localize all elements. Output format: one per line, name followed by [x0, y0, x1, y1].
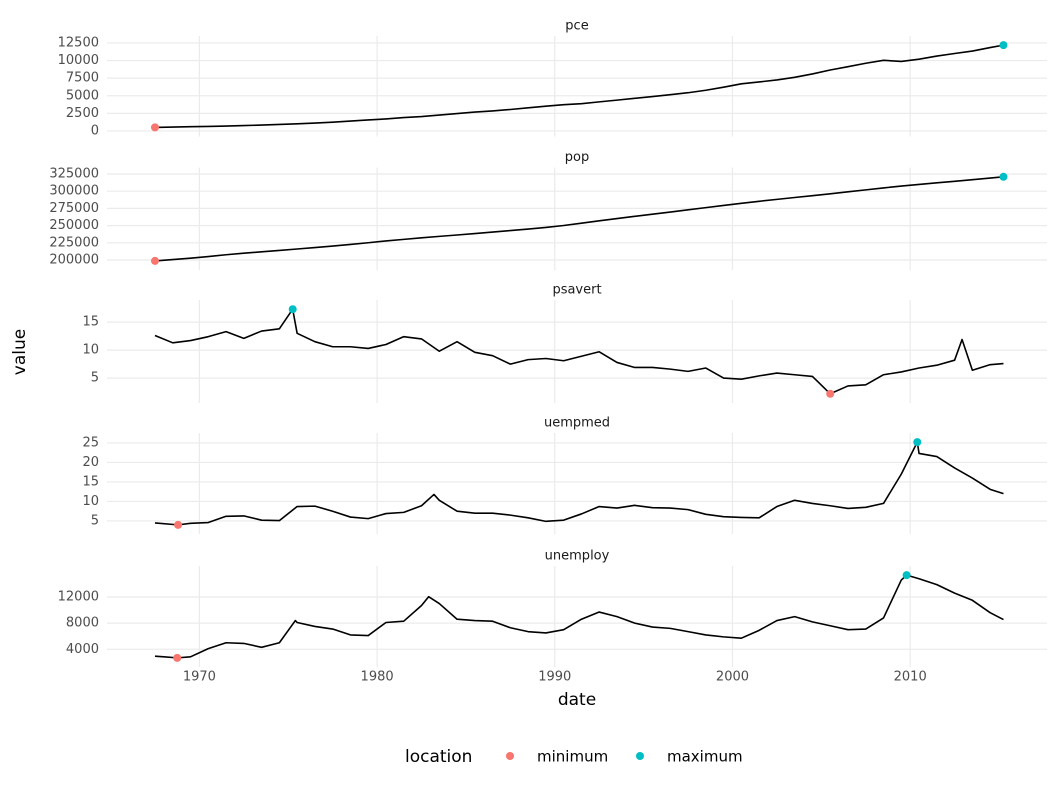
data-line: [154, 308, 1004, 395]
y-tick-label: 12000: [58, 590, 99, 605]
y-tick-label: 10000: [58, 53, 99, 68]
legend-label: minimum: [537, 748, 608, 766]
data-line: [154, 574, 1004, 659]
max-point: [999, 41, 1008, 50]
x-axis-title: date: [558, 690, 596, 710]
legend-key: [506, 752, 514, 760]
data-line: [154, 44, 1004, 129]
min-point: [826, 389, 835, 398]
y-tick-label: 300000: [49, 184, 99, 199]
x-tick-label: 1980: [361, 670, 394, 685]
y-tick-label: 275000: [49, 201, 99, 216]
facet-title: psavert: [552, 283, 601, 298]
y-tick-label: 0: [91, 123, 99, 138]
y-tick-label: 15: [82, 474, 99, 489]
x-tick-label: 2000: [716, 670, 749, 685]
max-point: [913, 438, 922, 447]
y-tick-label: 8000: [66, 616, 99, 631]
max-point: [999, 172, 1008, 181]
y-tick-label: 225000: [49, 235, 99, 250]
legend-key: [636, 752, 644, 760]
min-point: [173, 653, 182, 662]
min-point: [150, 256, 159, 265]
y-axis-title: value: [10, 329, 30, 375]
y-tick-label: 7500: [66, 71, 99, 86]
y-tick-label: 5: [91, 513, 99, 528]
legend-title: location: [405, 747, 472, 767]
y-tick-label: 12500: [58, 35, 99, 50]
x-tick-label: 1970: [183, 670, 216, 685]
data-line: [154, 441, 1004, 526]
y-tick-label: 5000: [66, 88, 99, 103]
facet-title: pop: [565, 150, 589, 165]
min-point: [150, 123, 159, 132]
data-line: [154, 176, 1004, 262]
max-point: [902, 571, 911, 580]
y-tick-label: 5: [91, 371, 99, 386]
facet-title: uempmed: [544, 416, 610, 431]
min-point: [174, 520, 183, 529]
y-tick-label: 15: [82, 315, 99, 330]
x-tick-label: 2010: [894, 670, 927, 685]
y-tick-label: 25: [82, 435, 99, 450]
y-tick-label: 325000: [49, 166, 99, 181]
legend-label: maximum: [667, 748, 743, 766]
y-tick-label: 20: [82, 455, 99, 470]
x-tick-label: 1990: [538, 670, 571, 685]
facet-title: pce: [565, 19, 588, 34]
y-tick-label: 4000: [66, 642, 99, 657]
y-tick-label: 2500: [66, 106, 99, 121]
max-point: [288, 305, 297, 314]
y-tick-label: 10: [82, 343, 99, 358]
y-tick-label: 200000: [49, 253, 99, 268]
facet-title: unemploy: [545, 549, 610, 564]
y-tick-label: 250000: [49, 218, 99, 233]
y-tick-label: 10: [82, 494, 99, 509]
